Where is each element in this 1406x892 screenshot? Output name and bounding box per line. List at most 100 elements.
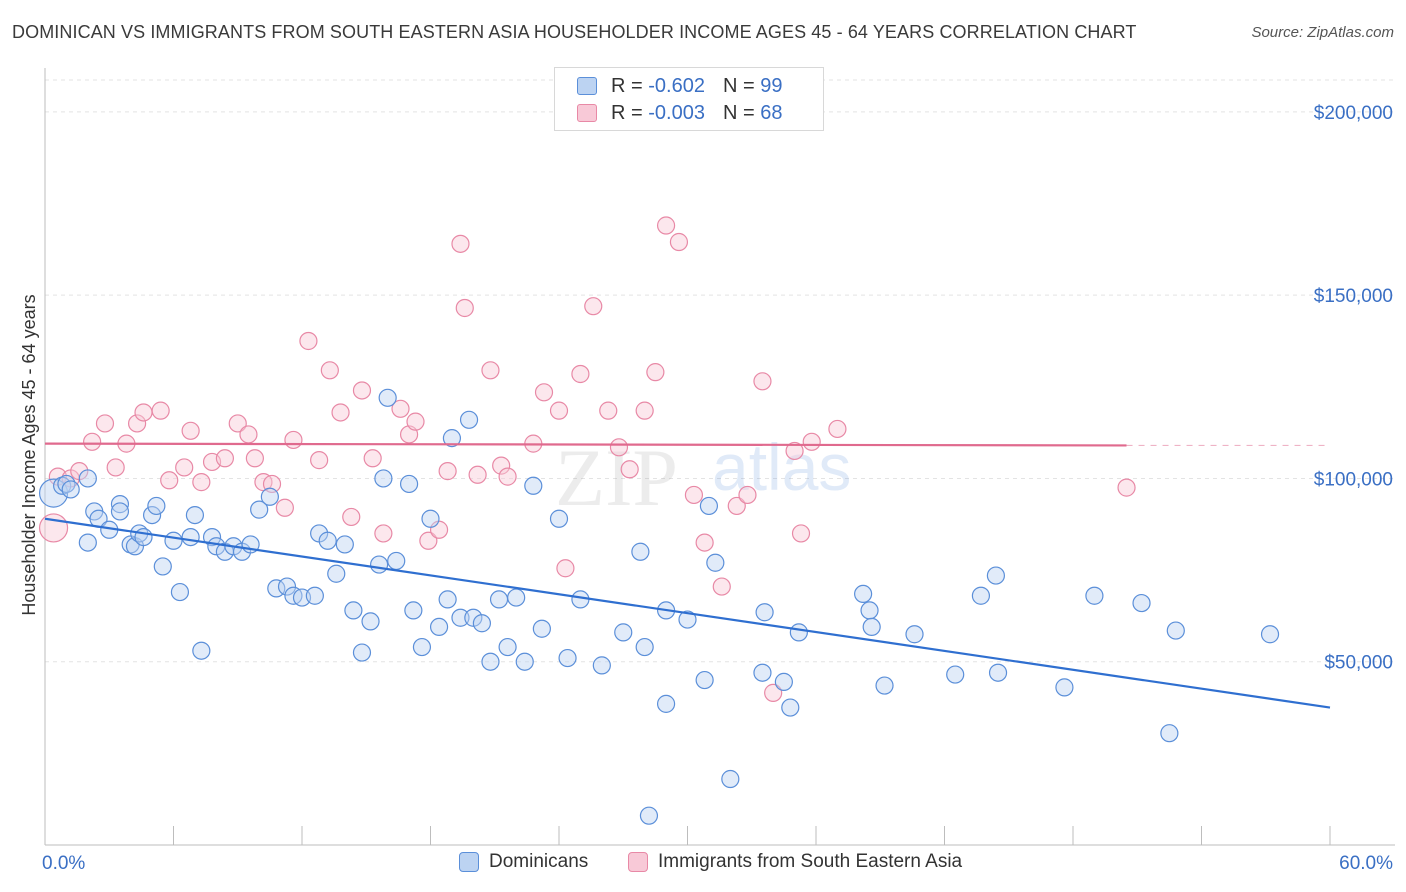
dominican-point [305,586,324,605]
correlation-legend: R = -0.602 N = 99 R = -0.003 N = 68 [554,67,824,131]
immigrant-point [438,462,457,481]
immigrant-point [791,524,811,543]
dominican-point [412,637,432,657]
dominican-point [631,542,650,561]
dominican-point [986,566,1006,585]
immigrant-point [352,381,372,400]
dominican-point [558,648,577,668]
dominican-point [327,564,346,583]
dominican-point [755,603,774,622]
immigrant-point [753,372,772,391]
immigrant-point [363,449,382,468]
dominican-point [614,623,633,642]
immigrant-point [609,438,629,457]
legend-row-immigrants: R = -0.003 N = 68 [577,100,782,126]
immigrant-point [684,485,704,505]
immigrant-point [571,364,590,384]
dominican-point [352,643,372,662]
legend-r-value: -0.602 [648,74,705,97]
immigrant-point [1117,478,1136,497]
legend-r-label: R = [611,101,643,124]
watermark-atlas: atlas [712,430,851,504]
chart-title: DOMINICAN VS IMMIGRANTS FROM SOUTH EASTE… [12,22,1137,42]
dominican-point [753,663,772,682]
watermark-zip: ZIP [555,432,678,523]
immigrant-point [620,460,639,479]
y-tick-label: $200,000 [1314,103,1393,124]
immigrant-point [785,441,804,461]
immigrant-point [406,412,425,431]
dominican-point [370,555,389,574]
dominican-point [134,527,153,547]
y-tick-label: $50,000 [1324,653,1393,674]
dominican-point [202,527,222,547]
immigrant-point [127,414,147,433]
dominican-point [1055,678,1074,697]
dominican-point [61,480,80,499]
y-tick-label: $150,000 [1314,286,1393,307]
legend-row-dominicans: R = -0.602 N = 99 [577,73,782,99]
y-axis-label: Householder Income Ages 45 - 64 years [19,294,39,615]
series-immigrants-points [38,216,1136,702]
dominican-point [38,478,69,508]
dominican-point [318,531,337,550]
dominican-point [854,584,873,604]
immigrant-point [419,531,438,550]
immigrant-point [468,465,487,484]
bottom-legend-label: Dominicans [489,851,589,872]
immigrant-point [331,403,350,422]
immigrant-point [556,559,575,578]
dominican-point [789,623,808,642]
dominican-point [498,637,517,657]
dominican-point [110,495,130,514]
dominican-point [344,601,363,620]
dominican-point [549,509,569,528]
dominican-point [524,476,543,495]
dominican-point [142,506,162,525]
dominican-point [1166,621,1185,640]
dominican-point [335,535,354,554]
dominican-point [905,625,924,644]
dominican-point [875,676,894,695]
dominican-point [442,429,462,448]
immigrant-point [764,683,783,702]
dominican-point [656,694,676,713]
dominican-point [250,500,269,519]
immigrant-point [455,298,474,318]
dominican-point [507,588,526,607]
dominican-point [1260,625,1280,644]
immigrant-point [712,577,731,596]
watermark: ZIP atlas [555,430,851,523]
immigrant-point [498,467,517,486]
immigrant-point [192,473,211,492]
dominican-point [489,590,509,609]
source-label: Source: ZipAtlas.com [1251,24,1394,41]
dominican-point [181,527,200,547]
immigrant-point [492,456,511,475]
immigrant-point [228,414,247,433]
dominican-point [862,617,881,636]
bottom-swatch-blue [459,852,479,872]
immigrant-point [802,432,821,451]
dominican-point [192,641,211,660]
dominican-point [185,506,205,525]
y-tick-label: $100,000 [1314,469,1393,490]
immigrant-point [669,232,689,252]
legend-n-label: N = [722,101,755,124]
dominican-point [774,672,793,691]
immigrant-point [245,449,264,468]
immigrant-point [451,234,470,253]
immigrant-point [239,425,258,444]
legend-n-value: 99 [760,74,783,97]
dominican-point [639,806,659,825]
immigrant-point [635,401,654,420]
dominican-point [399,474,419,494]
immigrant-point [391,399,410,418]
dominican-point [481,652,500,671]
immigrant-point [275,498,294,517]
dominican-point [706,553,725,572]
dominican-point [78,533,97,552]
immigrant-point [481,361,500,380]
dominican-point [421,509,440,528]
bottom-swatch-pink [628,852,648,872]
